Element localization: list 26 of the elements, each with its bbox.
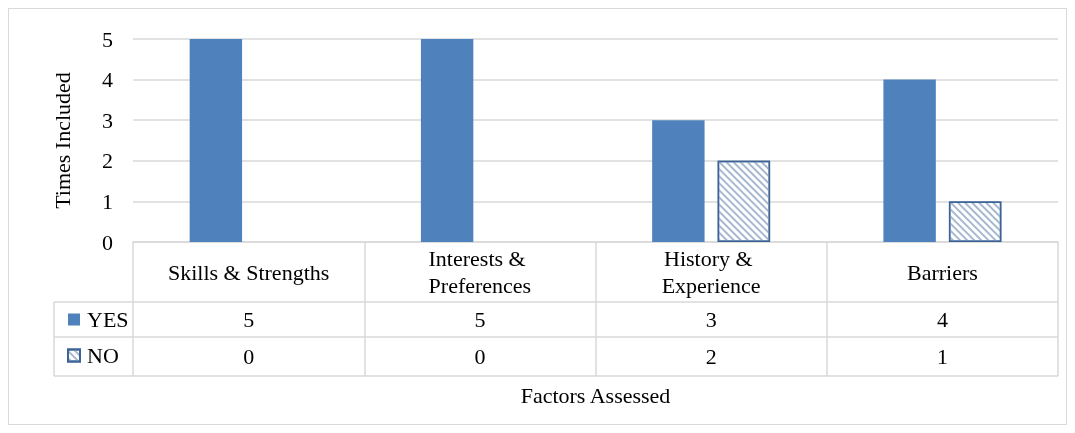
x-tick-label: Skills & Strengths bbox=[167, 259, 330, 285]
x-tick-label: History & Experience bbox=[661, 246, 761, 298]
legend-label: YES bbox=[87, 307, 129, 332]
data-label: 0 bbox=[243, 344, 255, 369]
y-tick-label: 5 bbox=[102, 26, 113, 52]
x-tick-label: Barriers bbox=[906, 259, 978, 285]
data-label: 5 bbox=[243, 307, 255, 332]
data-label: 1 bbox=[936, 344, 948, 369]
bar bbox=[420, 39, 474, 242]
y-tick-label: 4 bbox=[102, 67, 113, 93]
data-label: 2 bbox=[705, 344, 717, 369]
legend-label: NO bbox=[87, 343, 119, 368]
y-tick-label: 0 bbox=[102, 229, 113, 255]
x-axis-title: Factors Assessed bbox=[520, 382, 671, 408]
x-tick-label: Interests & Preferences bbox=[428, 246, 532, 298]
y-tick-label: 3 bbox=[102, 107, 113, 133]
bar bbox=[883, 79, 936, 242]
y-axis-title: Times Included bbox=[49, 72, 75, 209]
data-label: 0 bbox=[474, 344, 486, 369]
data-label: 5 bbox=[474, 307, 486, 332]
data-label: 3 bbox=[705, 307, 717, 332]
y-tick-label: 1 bbox=[102, 188, 113, 214]
y-tick-label: 2 bbox=[102, 148, 113, 174]
bar bbox=[652, 120, 705, 242]
data-label: 4 bbox=[936, 307, 948, 332]
bar bbox=[189, 39, 243, 242]
